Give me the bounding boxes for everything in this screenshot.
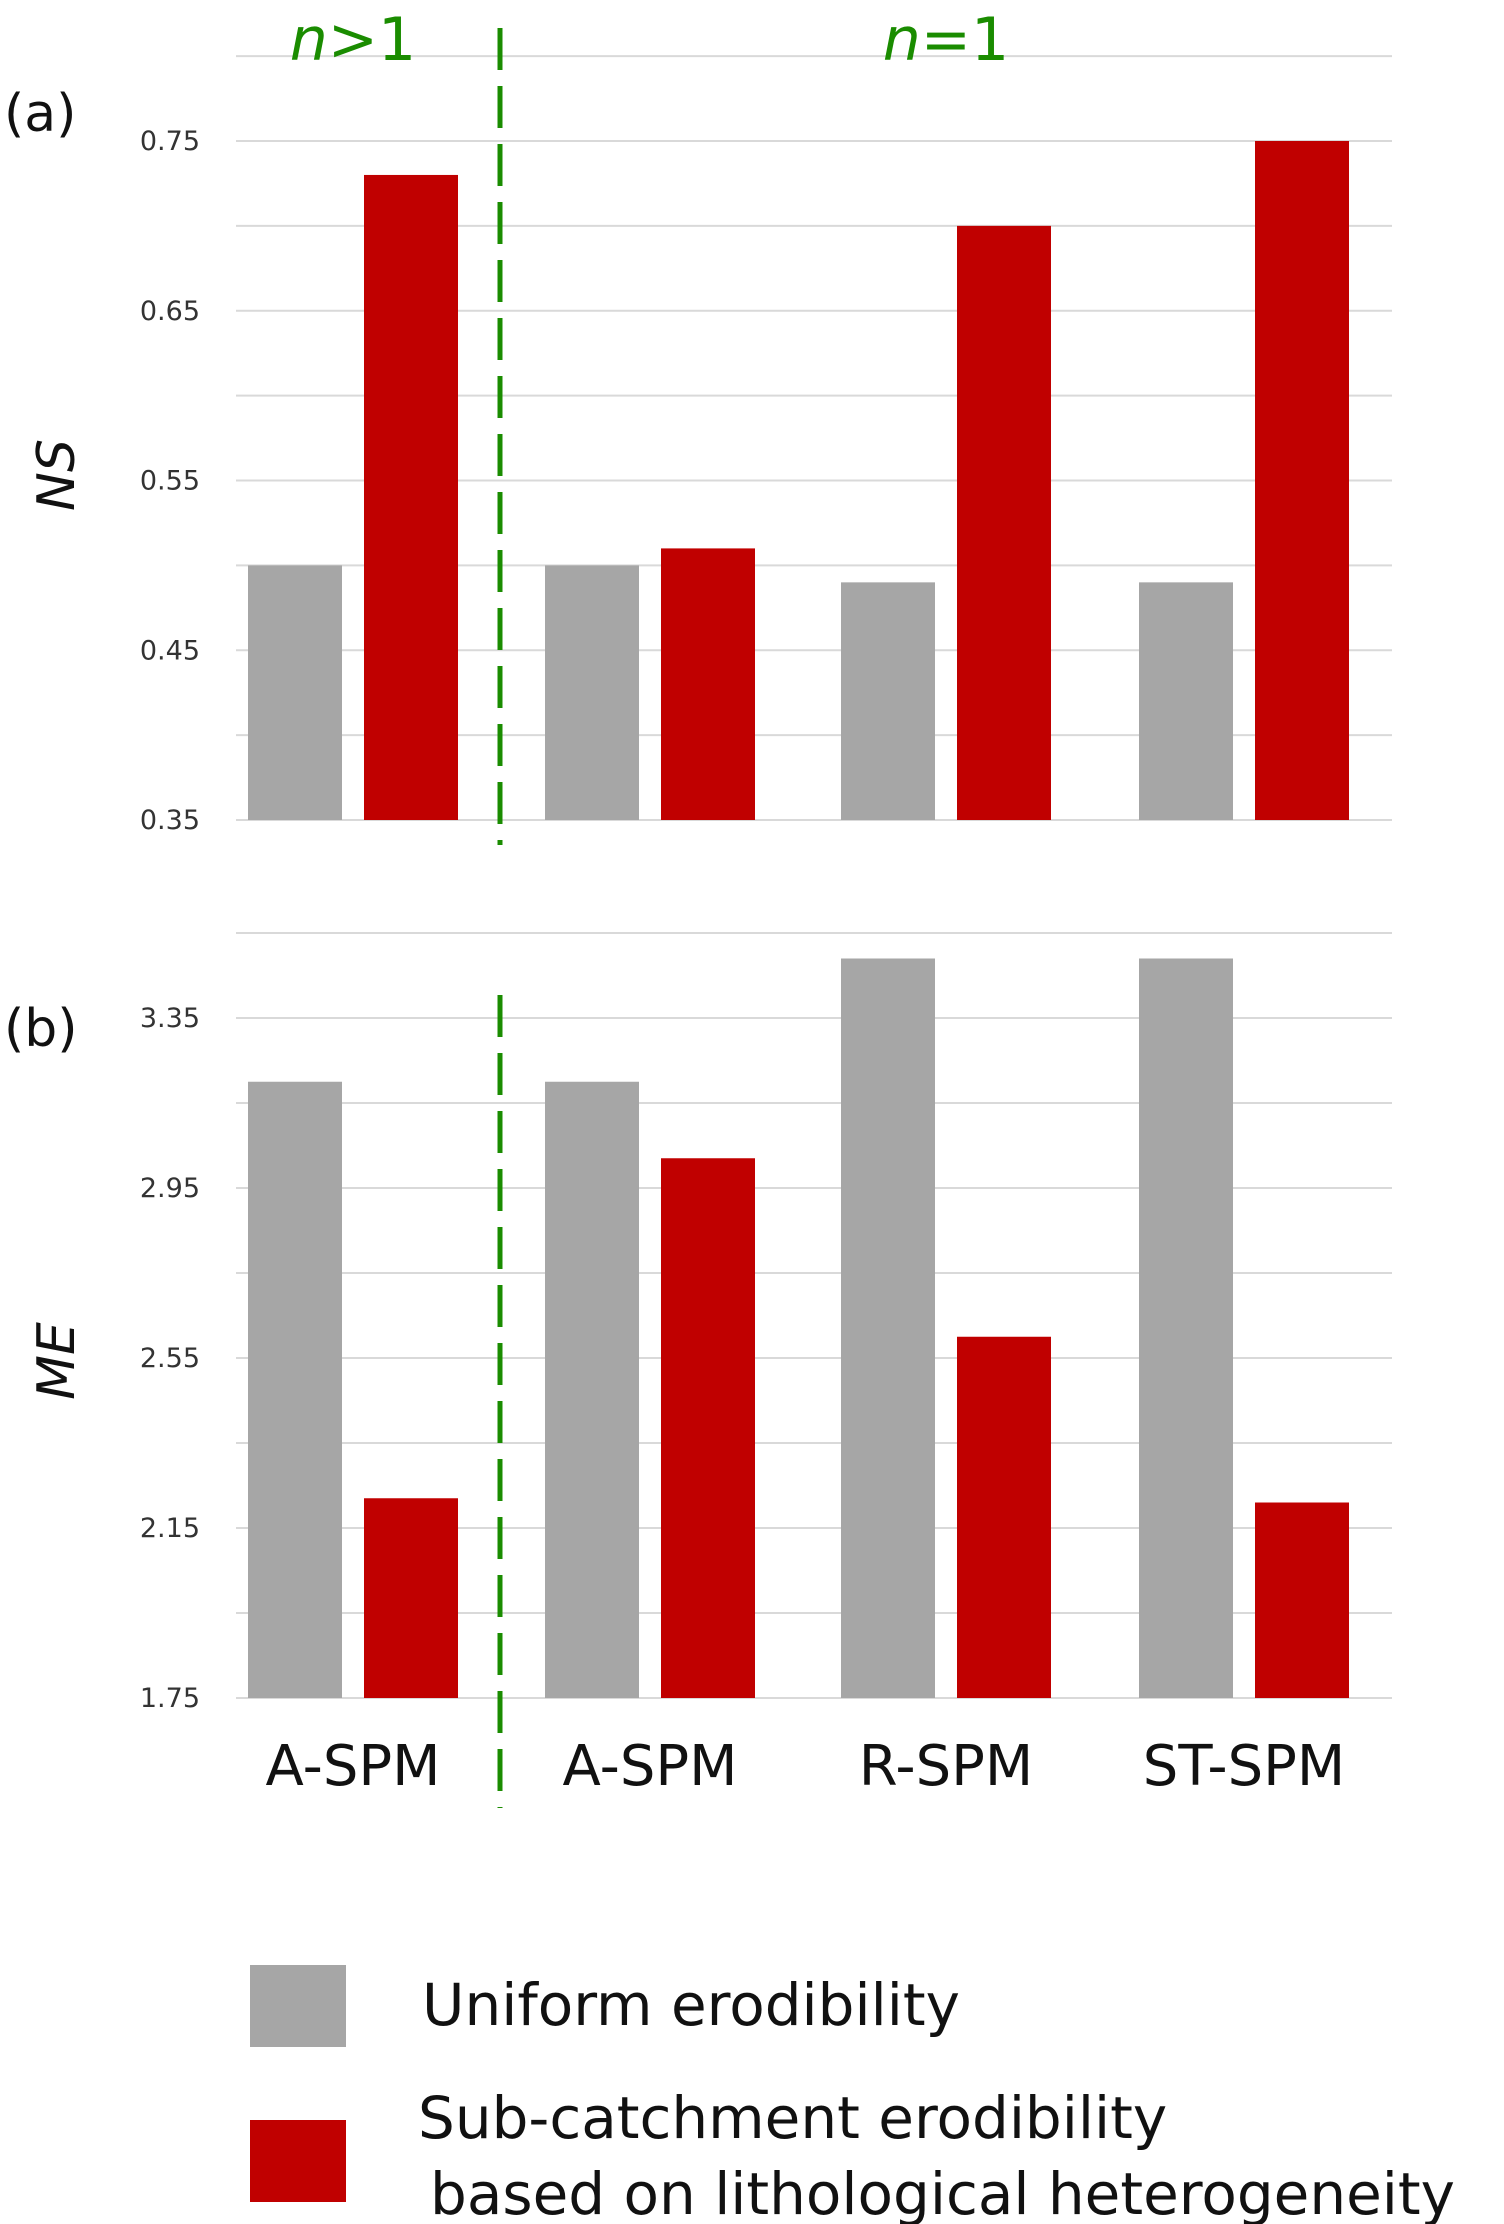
ytick-label: 0.45 [140, 635, 200, 666]
bar-uniform [545, 1081, 639, 1698]
ytick-label: 3.35 [140, 1003, 200, 1034]
ytick-label: 0.55 [140, 466, 200, 497]
bar-sub-catchment [957, 1336, 1051, 1698]
ylabel-b: ME [27, 1322, 87, 1400]
ytick-label: 2.55 [140, 1343, 200, 1374]
legend-swatch-uniform [250, 1965, 346, 2047]
bar-uniform [1139, 958, 1233, 1698]
panel-a: 0.35 0.45 0.55 0.65 0.75 (a) NS [4, 55, 1392, 836]
bar-uniform [248, 565, 342, 820]
panel-label-b: (b) [4, 999, 78, 1059]
panel-label-a: (a) [4, 84, 76, 144]
bar-sub-catchment [661, 548, 755, 820]
bar-uniform [248, 1081, 342, 1698]
ytick-label: 0.75 [140, 126, 200, 157]
bar-sub-catchment [364, 1498, 458, 1698]
bar-uniform [545, 565, 639, 820]
group-label-right: n=1 [883, 5, 1009, 75]
bar-sub-catchment [661, 1158, 755, 1698]
ytick-label: 0.65 [140, 296, 200, 327]
bar-uniform [1139, 582, 1233, 820]
bar-sub-catchment [364, 174, 458, 820]
yticks-b: 1.75 2.15 2.55 2.95 3.35 [140, 1003, 200, 1714]
category-label: ST-SPM [1143, 1734, 1345, 1799]
group-right-n: n [883, 5, 921, 75]
group-left-rest: >1 [328, 5, 416, 75]
bars-a [248, 141, 1349, 820]
legend-label-sub-line1: Sub-catchment erodibility [418, 2084, 1167, 2152]
group-right-rest: =1 [921, 5, 1009, 75]
bars-b [248, 958, 1349, 1698]
category-label: A-SPM [266, 1734, 441, 1799]
bar-uniform [841, 958, 935, 1698]
ytick-label: 1.75 [140, 1683, 200, 1714]
ytick-label: 2.15 [140, 1513, 200, 1544]
ytick-label: 2.95 [140, 1173, 200, 1204]
panel-b: 1.75 2.15 2.55 2.95 3.35 (b) ME [4, 932, 1392, 1714]
ylabel-a: NS [27, 439, 87, 511]
bar-uniform [841, 582, 935, 820]
legend-label-uniform: Uniform erodibility [422, 1971, 960, 2039]
legend-label-sub-line2: based on lithological heterogeneity [430, 2160, 1455, 2224]
bar-sub-catchment [1255, 1502, 1349, 1698]
group-label-left: n>1 [290, 5, 416, 75]
legend-swatch-sub-catchment [250, 2120, 346, 2202]
category-label: A-SPM [563, 1734, 738, 1799]
group-left-n: n [290, 5, 328, 75]
ytick-label: 0.35 [140, 805, 200, 836]
legend: Uniform erodibility Sub-catchment erodib… [250, 1965, 1455, 2224]
bar-sub-catchment [1255, 141, 1349, 820]
category-labels: A-SPM A-SPM R-SPM ST-SPM [266, 1734, 1346, 1799]
bar-sub-catchment [957, 225, 1051, 820]
yticks-a: 0.35 0.45 0.55 0.65 0.75 [140, 126, 200, 836]
category-label: R-SPM [859, 1734, 1033, 1799]
